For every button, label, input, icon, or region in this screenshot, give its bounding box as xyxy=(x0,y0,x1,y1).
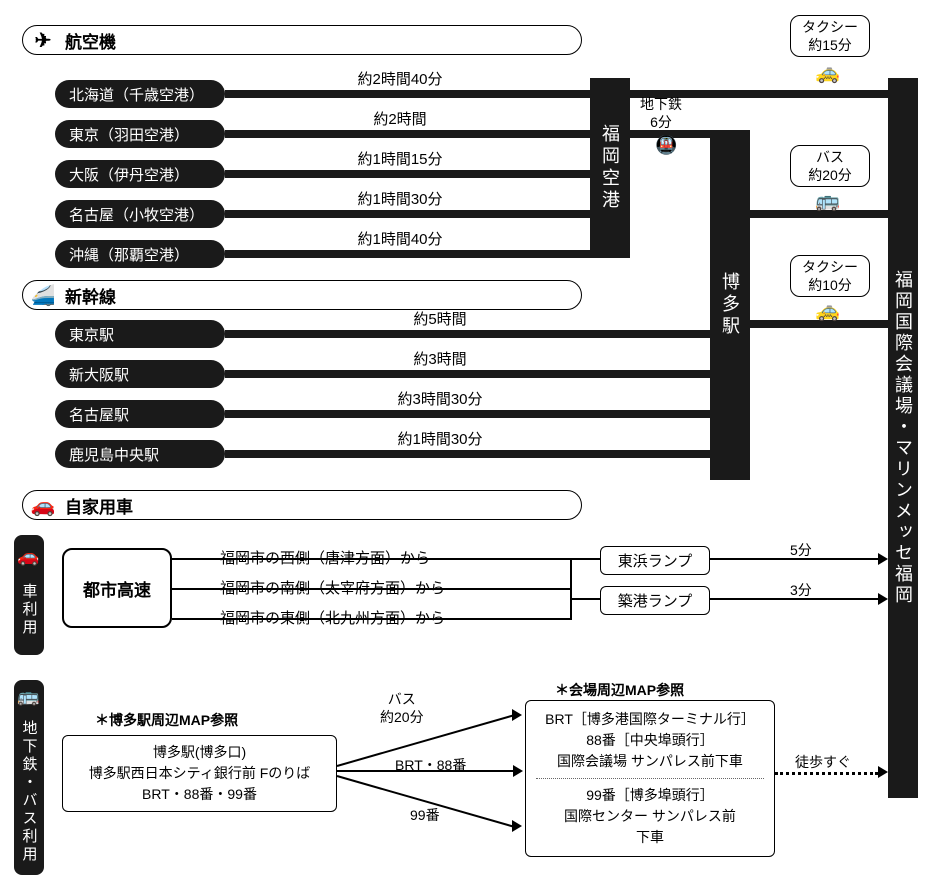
duration-train-2: 約3時間30分 xyxy=(300,388,580,409)
hub-hakata: 博多駅 xyxy=(710,130,750,480)
ramp-0: 東浜ランプ xyxy=(600,546,710,575)
subway-label: 地下鉄 6分 xyxy=(640,95,682,131)
walk-label: 徒歩すぐ xyxy=(795,752,851,772)
duration-airplane-0: 約2時間40分 xyxy=(300,68,500,89)
bus-side-icon: 🚌 xyxy=(18,691,40,716)
car-side-label: 🚗 車利用 xyxy=(14,535,44,655)
duration-train-3: 約1時間30分 xyxy=(300,428,580,449)
car-route-2: 福岡市の東側（北九州方面）から xyxy=(220,607,445,628)
duration-airplane-2: 約1時間15分 xyxy=(300,148,500,169)
bus1-box: バス 約20分 xyxy=(790,145,870,187)
hakata-box: 博多駅(博多口) 博多駅西日本シティ銀行前 Fのりば BRT・88番・99番 xyxy=(62,735,337,812)
car-vconnector xyxy=(570,558,572,620)
taxi2-icon: 🚕 xyxy=(815,298,840,323)
bus-route-2: 99番 xyxy=(410,805,440,825)
line-airplane-2 xyxy=(225,170,590,178)
line-airplane-0 xyxy=(225,90,590,98)
line-airplane-4 xyxy=(225,250,590,258)
car-side-icon: 🚗 xyxy=(18,553,40,578)
bus-arrow-head-2 xyxy=(512,820,522,832)
origin-airplane-3: 名古屋（小牧空港） xyxy=(55,200,225,228)
duration-airplane-1: 約2時間 xyxy=(300,108,500,129)
taxi2-box: タクシー 約10分 xyxy=(790,255,870,297)
bus-time-label: バス 約20分 xyxy=(380,690,424,726)
origin-train-2: 名古屋駅 xyxy=(55,400,225,428)
car-h2 xyxy=(570,598,600,600)
duration-airplane-3: 約1時間30分 xyxy=(300,188,500,209)
bus-arrow-head-1 xyxy=(513,765,523,777)
section-airplane-header: ✈ 航空機 xyxy=(22,25,582,55)
origin-airplane-0: 北海道（千歳空港） xyxy=(55,80,225,108)
section-airplane-title: 航空機 xyxy=(65,28,116,53)
origin-airplane-1: 東京（羽田空港） xyxy=(55,120,225,148)
bus1-icon: 🚌 xyxy=(815,188,840,213)
destination-box: 福岡国際会議場・マリンメッセ福岡 xyxy=(888,78,918,798)
venue-note: ＊会場周辺MAP参照 xyxy=(555,680,684,700)
line-airplane-1 xyxy=(225,130,590,138)
origin-train-3: 鹿児島中央駅 xyxy=(55,440,225,468)
origin-airplane-4: 沖縄（那覇空港） xyxy=(55,240,225,268)
ramp-duration-1: 3分 xyxy=(790,580,812,600)
line-train-1 xyxy=(225,370,710,378)
walk-arrow xyxy=(878,766,888,778)
ramp-1: 築港ランプ xyxy=(600,586,710,615)
hakata-note: ＊博多駅周辺MAP参照 xyxy=(95,710,238,730)
car-route-0: 福岡市の西側（唐津方面）から xyxy=(220,547,430,568)
duration-train-0: 約5時間 xyxy=(300,308,580,329)
line-airplane-3 xyxy=(225,210,590,218)
ramp-arrow-0 xyxy=(878,553,888,565)
subway-icon: 🚇 xyxy=(655,135,677,156)
section-car-title: 自家用車 xyxy=(65,493,133,518)
bus-side-label: 🚌 地下鉄・バス利用 xyxy=(14,680,44,875)
section-shinkansen-header: 🚄 新幹線 xyxy=(22,280,582,310)
origin-airplane-2: 大阪（伊丹空港） xyxy=(55,160,225,188)
train-icon: 🚄 xyxy=(29,281,57,309)
car-h1 xyxy=(570,558,600,560)
car-route-1: 福岡市の南側（太宰府方面）から xyxy=(220,577,445,598)
walk-line xyxy=(775,772,878,775)
origin-train-1: 新大阪駅 xyxy=(55,360,225,388)
car-icon: 🚗 xyxy=(29,491,57,519)
line-train-2 xyxy=(225,410,710,418)
section-shinkansen-title: 新幹線 xyxy=(65,283,116,308)
airplane-icon: ✈ xyxy=(29,26,57,54)
line-train-3 xyxy=(225,450,710,458)
ramp-arrow-1 xyxy=(878,593,888,605)
taxi1-box: タクシー 約15分 xyxy=(790,15,870,57)
line-train-0 xyxy=(225,330,710,338)
highway-box: 都市高速 xyxy=(62,548,172,628)
hub-airport: 福岡空港 xyxy=(590,78,630,258)
bus-arrow-head-0 xyxy=(512,709,522,721)
section-car-header: 🚗 自家用車 xyxy=(22,490,582,520)
venue-box: BRT［博多港国際ターミナル行］ 88番［中央埠頭行］ 国際会議場 サンパレス前… xyxy=(525,700,775,857)
duration-train-1: 約3時間 xyxy=(300,348,580,369)
duration-airplane-4: 約1時間40分 xyxy=(300,228,500,249)
ramp-duration-0: 5分 xyxy=(790,540,812,560)
origin-train-0: 東京駅 xyxy=(55,320,225,348)
bus-route-1: BRT・88番 xyxy=(395,755,466,775)
taxi1-icon: 🚕 xyxy=(815,60,840,85)
